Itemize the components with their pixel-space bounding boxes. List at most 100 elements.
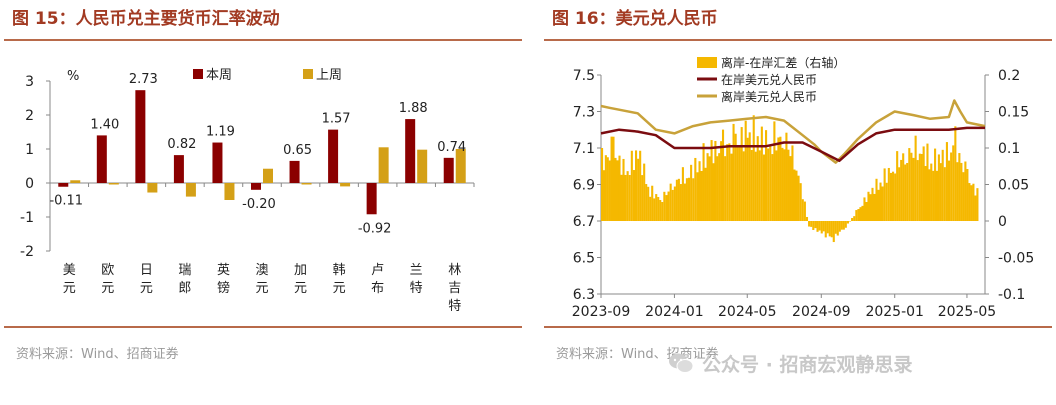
bar-this-week — [135, 90, 146, 183]
spread-area-bar — [873, 193, 876, 221]
spread-area-bar — [704, 167, 707, 221]
spread-area-bar — [738, 146, 741, 221]
spread-area-bar — [779, 136, 782, 221]
spread-area-bar — [820, 221, 823, 234]
bar-this-week — [96, 135, 107, 183]
spread-area-bar — [692, 178, 695, 221]
spread-area-bar — [867, 191, 870, 221]
spread-area-bar — [894, 173, 897, 221]
bar-last-week — [224, 183, 235, 200]
category-label-char: 元 — [63, 281, 76, 296]
line-chart: 7.5 7.3 7.1 6.9 6.7 6.5 6.3 0.2 0.15 0.1 0.05 0 -0.0… — [572, 55, 1034, 320]
data-label: 1.40 — [90, 117, 119, 132]
spread-area-bar — [720, 141, 723, 221]
spread-area-bar — [608, 160, 611, 221]
spread-area-bar — [610, 136, 613, 221]
spread-area-bar — [935, 170, 939, 221]
spread-area-bar — [912, 157, 915, 221]
spread-area-bar — [964, 161, 967, 221]
spread-area-bar — [865, 202, 868, 221]
spread-area-bar — [939, 163, 942, 221]
data-label: -0.92 — [358, 221, 392, 236]
spread-area-bar — [805, 216, 809, 221]
bar-this-week — [443, 157, 454, 183]
bar-last-week — [340, 183, 351, 187]
spread-area-bar — [781, 147, 784, 221]
spread-area-bar — [799, 183, 802, 221]
bar-last-week — [108, 183, 119, 185]
spread-area-bar — [651, 185, 654, 221]
spread-area-bar — [875, 178, 878, 221]
spread-area-bar — [681, 167, 684, 221]
spread-area-bar — [889, 172, 893, 221]
spread-area-bar — [742, 151, 745, 221]
category-label-char: 林 — [448, 263, 461, 278]
data-label: 0.74 — [437, 140, 466, 155]
spread-area-bar — [793, 169, 796, 221]
category-label-char: 卢 — [371, 262, 384, 278]
spread-area-bar — [661, 202, 664, 221]
category-label-char: 郎 — [178, 281, 191, 296]
spread-area-bar — [842, 221, 845, 230]
spread-area-bar — [602, 170, 606, 221]
spread-area-bar — [787, 149, 790, 221]
spread-area-bar — [795, 170, 798, 221]
spread-area-bar — [797, 175, 800, 221]
spread-area-bar — [752, 115, 755, 221]
spread-area-bar — [814, 221, 817, 229]
spread-area-bar — [690, 164, 693, 221]
spread-area-bar — [601, 148, 604, 221]
spread-area-bar — [775, 150, 778, 221]
legend-label-onshore: 在岸美元兑人民币 — [721, 73, 817, 87]
spread-area-bar — [630, 150, 633, 221]
figure-15-panel: 图 15：人民币兑主要货币汇率波动 3 2 1 0 -1 -2% -0.11 美元 1.40 欧元… — [4, 9, 522, 362]
spread-area-bar — [914, 135, 917, 221]
spread-area-bar — [732, 123, 735, 221]
x-tick-label: 2024-01 — [645, 304, 704, 320]
spread-area-bar — [712, 163, 715, 221]
category-label-char: 元 — [255, 281, 268, 296]
spread-area-bar — [746, 137, 749, 221]
x-tick-label: 2025-01 — [865, 304, 924, 320]
spread-area-bar — [962, 172, 965, 221]
bar-this-week — [58, 183, 69, 187]
spread-area-bar — [976, 188, 979, 221]
bar-last-week — [70, 180, 81, 183]
y-tick-label: -2 — [20, 244, 34, 260]
spread-area-bar — [635, 150, 638, 221]
x-tick-label: 2025-05 — [938, 304, 997, 320]
category-label-char: 元 — [101, 281, 114, 296]
bar-this-week — [251, 183, 261, 190]
spread-area-bar — [665, 195, 668, 221]
spread-area-bar — [924, 166, 927, 221]
spread-area-bar — [762, 154, 766, 221]
spread-area-bar — [641, 175, 644, 221]
spread-area-bar — [885, 182, 888, 221]
spread-area-bar — [791, 145, 794, 221]
spread-area-bar — [908, 148, 911, 221]
spread-area-bar — [928, 169, 931, 221]
spread-area-bar — [930, 163, 933, 221]
spread-area-bar — [844, 221, 847, 228]
title-rule — [544, 39, 1052, 41]
bar-last-week — [147, 183, 158, 193]
spread-area-bar — [655, 194, 658, 221]
spread-area-bar — [896, 151, 899, 221]
data-label: -0.20 — [242, 197, 276, 212]
spread-area-bar — [628, 175, 631, 221]
x-tick-label: 2024-09 — [792, 304, 851, 320]
spread-area-bar — [637, 158, 640, 221]
spread-area-bar — [832, 221, 835, 243]
right-y-tick-label: -0.1 — [998, 287, 1025, 303]
spread-area-bar — [900, 159, 903, 221]
spread-area-bar — [624, 174, 627, 221]
spread-area-bar — [708, 156, 711, 221]
spread-area-bar — [934, 148, 937, 221]
spread-area-bar — [871, 187, 874, 221]
spread-area-bar — [947, 160, 951, 221]
spread-area-bar — [618, 155, 621, 221]
spread-area-bar — [744, 120, 747, 221]
spread-area-bar — [639, 150, 642, 221]
spread-area-bar — [956, 162, 959, 221]
spread-area-bar — [773, 121, 776, 221]
